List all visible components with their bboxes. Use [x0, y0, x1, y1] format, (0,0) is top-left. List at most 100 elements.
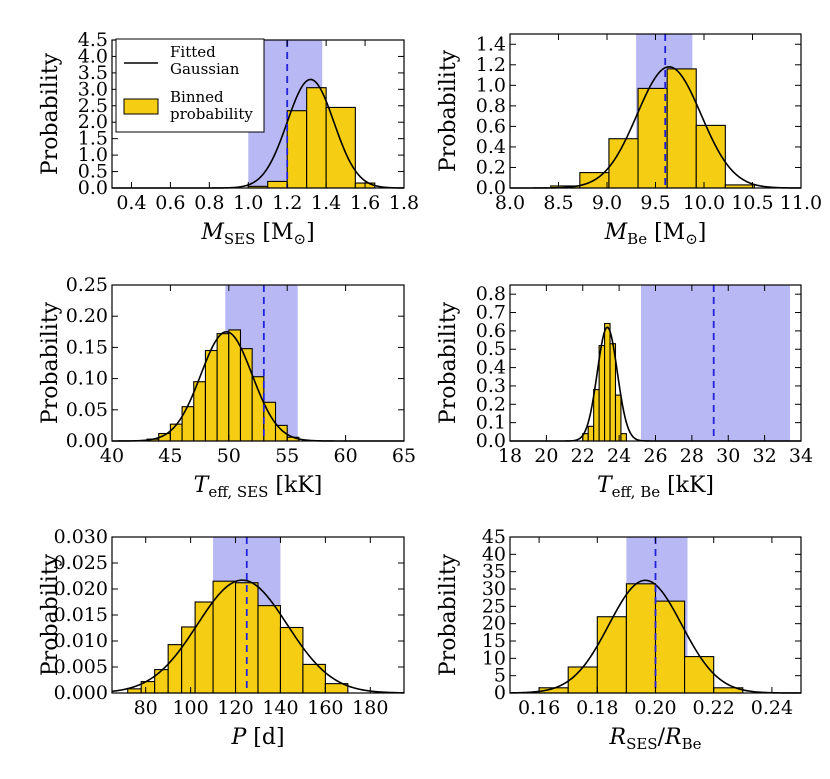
fitted-gaussian-curve [111, 579, 405, 694]
histogram-bar [593, 389, 600, 442]
y-tick-label: 0.8 [476, 283, 506, 305]
y-tick-label: 0.020 [54, 578, 108, 600]
x-tick-label: 45 [158, 445, 182, 467]
x-tick-label: 1.4 [311, 192, 341, 214]
y-tick-label: 20 [482, 613, 506, 635]
panel-stellar-mass-be: 8.0 8.5 9.0 9.5 10.0 10.5 11.00.00.20.40.60.81… [436, 33, 822, 248]
histogram-bar [169, 423, 183, 442]
x-axis-label: Teff, Be [kK] [597, 473, 714, 501]
y-tick-label: 10 [482, 647, 506, 669]
panel-orbital-period: 80 100 120 140 160 180 0.000 0.005 0.010 0.015 0.0… [38, 526, 405, 750]
x-tick-label: 80 [134, 697, 158, 719]
x-tick-label: 0.8 [194, 192, 224, 214]
histogram-bar [654, 600, 686, 694]
x-tick-label: 140 [262, 697, 298, 719]
x-axis-label: P [d] [230, 725, 284, 750]
x-tick-label: 8.0 [495, 192, 525, 214]
histogram-bar [286, 110, 308, 189]
histogram-bar [598, 345, 606, 442]
y-tick-label: 25 [482, 595, 506, 617]
y-tick-label: 0.005 [54, 656, 108, 678]
x-tick-label: 1.6 [350, 192, 380, 214]
y-tick-label: 0.05 [66, 399, 108, 421]
x-tick-label: 100 [172, 697, 208, 719]
y-axis-label: Probability [436, 49, 461, 172]
x-tick-label: 60 [334, 445, 358, 467]
x-tick-label: 180 [352, 697, 388, 719]
y-tick-label: 0.5 [78, 161, 108, 183]
x-tick-label: 10.5 [731, 192, 773, 214]
histogram-bar [193, 381, 206, 442]
y-tick-label: 0.10 [66, 368, 108, 390]
y-tick-label: 0.015 [54, 604, 108, 626]
y-tick-label: 0.00 [66, 430, 108, 452]
x-tick-label: 28 [680, 445, 704, 467]
histogram-bar [257, 605, 282, 694]
y-tick-label: 4.0 [78, 45, 108, 67]
y-tick-label: 2.0 [78, 111, 108, 133]
x-tick-label: 1.8 [389, 192, 419, 214]
x-tick-label: 50 [217, 445, 241, 467]
x-tick-label: 40 [100, 445, 124, 467]
x-axis-label: Teff, SES [kK] [194, 473, 323, 501]
x-tick-label: 10.0 [683, 192, 725, 214]
y-tick-label: 1.2 [476, 54, 506, 76]
histogram-bar [666, 68, 697, 189]
histogram-bar [204, 349, 218, 442]
x-tick-label: 18 [498, 445, 522, 467]
y-tick-label: 40 [482, 543, 506, 565]
y-tick-label: 0.3 [476, 375, 506, 397]
y-tick-label: 4.5 [78, 29, 108, 51]
histogram-bar [306, 87, 327, 189]
histogram-bar [604, 322, 611, 442]
histogram-bar [684, 656, 715, 694]
y-tick-label: 0.6 [476, 320, 506, 342]
x-tick-label: 160 [307, 697, 343, 719]
histogram-bar [239, 348, 253, 442]
y-tick-label: 0.15 [66, 336, 108, 358]
histogram-bar [267, 180, 288, 189]
y-tick-label: 0.000 [54, 682, 108, 704]
x-tick-label: 0.4 [116, 192, 146, 214]
histogram-bar [620, 433, 627, 442]
y-tick-label: 0.20 [66, 305, 108, 327]
panel-teff-ses: 40 45 50 55 60 65 0.00 0.05 0.10 0.15 0.20 0.25Prob… [38, 274, 416, 501]
y-tick-label: 0.030 [54, 526, 108, 548]
y-tick-label: 0 [494, 682, 506, 704]
y-axis-label: Probability [436, 301, 461, 424]
x-tick-label: 26 [643, 445, 667, 467]
y-tick-label: 5 [494, 665, 506, 687]
axes-frame [111, 284, 405, 442]
legend-binned-label-2: probability [170, 105, 253, 123]
legend-binned-swatch [123, 98, 159, 115]
legend-gaussian-label-2: Gaussian [170, 60, 240, 78]
legend-binned-label-1: Binned [170, 88, 224, 106]
fitted-gaussian-curve [509, 579, 801, 694]
histogram-bar [567, 666, 598, 694]
x-tick-label: 30 [716, 445, 740, 467]
histogram-bar [251, 376, 265, 442]
y-tick-label: 3.0 [78, 78, 108, 100]
x-tick-label: 9.0 [592, 192, 622, 214]
histogram-bar [167, 644, 183, 694]
histogram-bar [279, 626, 304, 694]
histogram-bar [228, 329, 242, 442]
x-tick-label: 32 [753, 445, 777, 467]
x-tick-label: 22 [571, 445, 595, 467]
y-tick-label: 0.2 [476, 156, 506, 178]
y-tick-label: 0.025 [54, 552, 108, 574]
legend-gaussian-label-1: Fitted [170, 43, 216, 61]
x-tick-label: 24 [607, 445, 631, 467]
y-tick-label: 30 [482, 578, 506, 600]
x-tick-label: 0.6 [155, 192, 185, 214]
y-tick-label: 0.5 [476, 338, 506, 360]
x-tick-label: 0.20 [634, 697, 676, 719]
x-tick-label: 120 [217, 697, 253, 719]
y-tick-label: 0.25 [66, 274, 108, 296]
legend-box [115, 38, 265, 133]
x-tick-label: 55 [275, 445, 299, 467]
y-tick-label: 0.8 [476, 95, 506, 117]
y-axis-label: Probability [38, 553, 63, 676]
x-tick-label: 0.24 [751, 697, 793, 719]
x-axis-label: RSES/RBe [609, 725, 702, 753]
